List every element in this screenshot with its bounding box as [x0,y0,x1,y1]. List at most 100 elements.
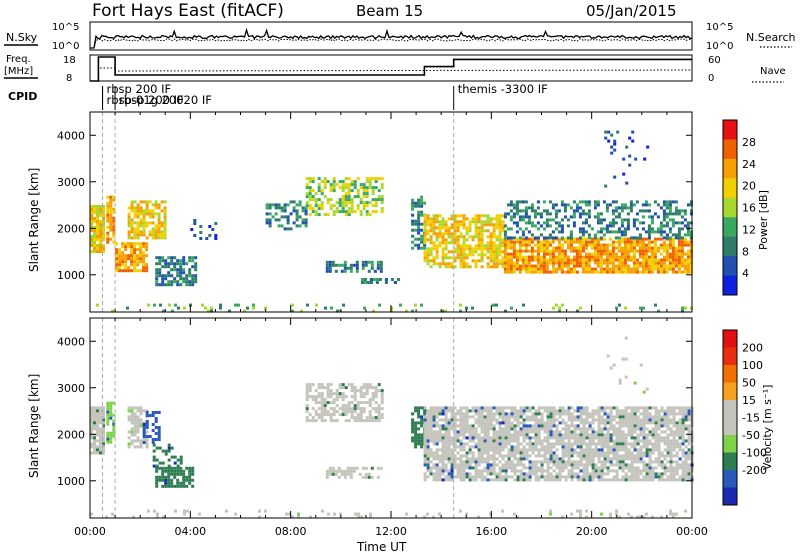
heatmap-cell [596,270,600,274]
heatmap-cell [618,460,622,464]
heatmap-cell [495,256,499,260]
heatmap-cell [164,475,168,479]
heatmap-cell [139,242,143,246]
heatmap-cell [492,433,496,437]
heatmap-cell [102,247,105,250]
heatmap-cell [656,270,660,274]
heatmap-cell [363,278,367,281]
heatmap-cell [626,206,630,210]
heatmap-cell [567,433,571,437]
heatmap-cell [579,421,583,425]
heatmap-cell [364,475,368,479]
heatmap-cell [459,439,463,443]
heatmap-cell [163,224,167,228]
heatmap-cell [423,415,427,419]
heatmap-cell [219,303,222,307]
heatmap-cell [329,383,333,387]
heatmap-cell [329,401,333,405]
heatmap-cell [462,238,466,242]
heatmap-cell [163,236,167,240]
heatmap-cell [567,475,571,479]
heatmap-cell [683,252,687,256]
heatmap-cell [305,389,309,393]
heatmap-cell [334,269,338,273]
heatmap-cell [542,258,546,262]
heatmap-cell [608,261,612,265]
heatmap-cell [344,386,348,390]
heatmap-cell [188,478,192,482]
heatmap-cell [384,278,388,281]
heatmap-cell [465,253,469,257]
heatmap-cell [630,472,634,476]
heatmap-cell [503,270,507,274]
heatmap-cell [548,243,552,247]
heatmap-cell [650,264,654,268]
heatmap-cell [133,263,137,267]
heatmap-cell [426,217,430,221]
heatmap-cell [678,409,682,413]
heatmap-cell [93,217,96,220]
heatmap-cell [606,442,610,446]
heatmap-cell [668,212,672,216]
heatmap-cell [498,466,502,470]
heatmap-cell [524,206,528,210]
heatmap-cell [504,478,508,482]
heatmap-cell [617,227,621,231]
heatmap-cell [530,258,534,262]
heatmap-cell [555,430,559,434]
heatmap-cell [489,466,493,470]
heatmap-cell [536,243,540,247]
heatmap-cell [331,260,335,264]
heatmap-cell [651,421,655,425]
heatmap-cell [621,454,625,458]
heatmap-cell [462,250,466,254]
heatmap-cell [435,442,439,446]
heatmap-cell [298,200,302,204]
heatmap-cell [414,222,418,226]
heatmap-cell [157,227,161,231]
heatmap-cell [462,475,466,479]
heatmap-cell [686,243,690,247]
heatmap-cell [350,210,354,214]
heatmap-cell [483,478,487,482]
heatmap-cell [305,186,309,190]
heatmap-cell [423,250,427,254]
heatmap-cell [648,466,652,470]
heatmap-cell [112,425,116,429]
heatmap-cell [96,226,99,229]
heatmap-cell [480,247,484,251]
heatmap-cell [317,383,321,387]
heatmap-cell [546,406,550,410]
heatmap-cell [161,472,165,476]
heatmap-cell [453,220,457,224]
heatmap-cell [659,243,663,247]
heatmap-cell [468,244,472,248]
heatmap-cell [510,409,514,413]
heatmap-cell [593,255,597,259]
heatmap-cell [509,203,513,207]
heatmap-cell [582,451,586,455]
heatmap-cell [468,472,472,476]
heatmap-cell [567,412,571,416]
heatmap-cell [136,248,140,252]
heatmap-cell [653,264,657,268]
heatmap-cell [453,460,457,464]
heatmap-cell [90,229,93,232]
heatmap-cell [518,249,522,253]
heatmap-cell [462,262,466,266]
heatmap-cell [513,427,517,431]
heatmap-cell [597,448,601,452]
heatmap-cell [633,409,637,413]
heatmap-cell [503,246,507,250]
heatmap-cell [163,230,167,234]
heatmap-cell [599,267,603,271]
heatmap-cell [447,406,451,410]
heatmap-cell [591,463,595,467]
heatmap-cell [674,258,678,262]
heatmap-cell [590,258,594,262]
heatmap-cell [420,234,424,238]
heatmap-cell [684,427,688,431]
heatmap-cell [596,221,600,225]
heatmap-cell [145,224,149,228]
